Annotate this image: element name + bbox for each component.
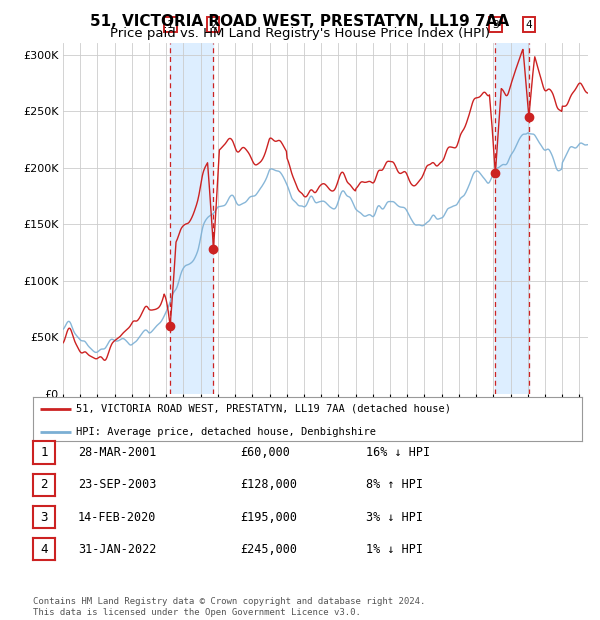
Text: £195,000: £195,000 bbox=[240, 511, 297, 523]
Text: 4: 4 bbox=[40, 543, 47, 556]
Text: £60,000: £60,000 bbox=[240, 446, 290, 459]
Text: £245,000: £245,000 bbox=[240, 543, 297, 556]
Text: 1: 1 bbox=[40, 446, 47, 459]
Text: 4: 4 bbox=[526, 19, 533, 30]
Bar bbox=[496, 43, 529, 394]
Text: 2: 2 bbox=[210, 19, 217, 30]
Text: 3: 3 bbox=[492, 19, 499, 30]
Text: 1: 1 bbox=[167, 19, 174, 30]
Text: 8% ↑ HPI: 8% ↑ HPI bbox=[366, 479, 423, 491]
Text: 3% ↓ HPI: 3% ↓ HPI bbox=[366, 511, 423, 523]
Text: 3: 3 bbox=[40, 511, 47, 523]
Text: £128,000: £128,000 bbox=[240, 479, 297, 491]
Text: 51, VICTORIA ROAD WEST, PRESTATYN, LL19 7AA (detached house): 51, VICTORIA ROAD WEST, PRESTATYN, LL19 … bbox=[76, 404, 451, 414]
Text: 28-MAR-2001: 28-MAR-2001 bbox=[78, 446, 157, 459]
Text: Price paid vs. HM Land Registry's House Price Index (HPI): Price paid vs. HM Land Registry's House … bbox=[110, 27, 490, 40]
Text: 51, VICTORIA ROAD WEST, PRESTATYN, LL19 7AA: 51, VICTORIA ROAD WEST, PRESTATYN, LL19 … bbox=[91, 14, 509, 29]
Text: 2: 2 bbox=[40, 479, 47, 491]
Text: 1% ↓ HPI: 1% ↓ HPI bbox=[366, 543, 423, 556]
Text: 16% ↓ HPI: 16% ↓ HPI bbox=[366, 446, 430, 459]
Text: HPI: Average price, detached house, Denbighshire: HPI: Average price, detached house, Denb… bbox=[76, 427, 376, 436]
Text: Contains HM Land Registry data © Crown copyright and database right 2024.
This d: Contains HM Land Registry data © Crown c… bbox=[33, 598, 425, 617]
Text: 31-JAN-2022: 31-JAN-2022 bbox=[78, 543, 157, 556]
Text: 23-SEP-2003: 23-SEP-2003 bbox=[78, 479, 157, 491]
Bar bbox=[170, 43, 213, 394]
Text: 14-FEB-2020: 14-FEB-2020 bbox=[78, 511, 157, 523]
